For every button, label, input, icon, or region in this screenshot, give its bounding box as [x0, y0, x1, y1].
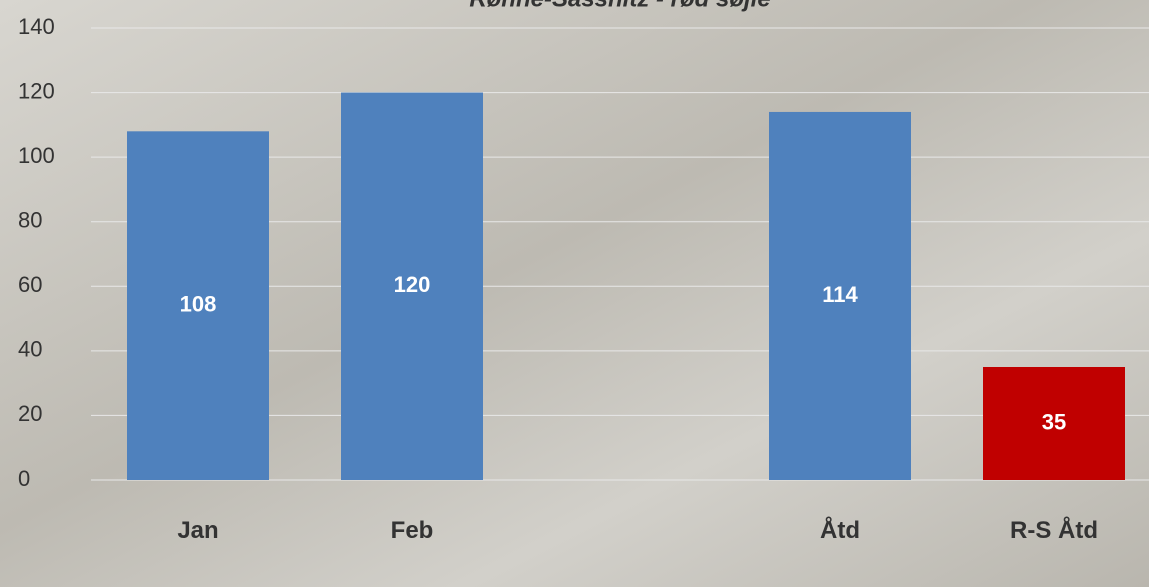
y-tick-label: 140: [18, 14, 55, 39]
bar: [341, 92, 483, 481]
bar: [769, 111, 911, 480]
y-tick-label: 60: [18, 272, 42, 297]
x-tick-label: Åtd: [820, 517, 860, 544]
data-label: 120: [394, 272, 431, 297]
chart-title: Rønne-Sassnitz - rød søjle: [469, 0, 770, 12]
data-label: 114: [822, 282, 858, 307]
x-tick-label: Feb: [390, 517, 434, 544]
x-tick-label-box: Feb: [390, 517, 434, 544]
x-tick-label: Jan: [177, 517, 219, 544]
y-tick-label: 120: [18, 78, 55, 103]
x-tick-label-box: Åtd: [820, 517, 860, 544]
data-label: 108: [180, 291, 217, 316]
y-tick-label: 80: [18, 208, 42, 233]
bar: [127, 131, 269, 481]
x-tick-label-box: Jan: [177, 517, 219, 544]
x-tick-label-box: R-S Åtd: [1010, 517, 1098, 544]
y-tick-label: 100: [18, 143, 55, 168]
y-tick-label: 40: [18, 337, 42, 362]
x-tick-label: R-S Åtd: [1010, 517, 1098, 544]
y-tick-label: 0: [18, 466, 30, 491]
data-label: 35: [1042, 409, 1066, 434]
y-tick-label: 20: [18, 401, 42, 426]
bar: [983, 367, 1125, 480]
